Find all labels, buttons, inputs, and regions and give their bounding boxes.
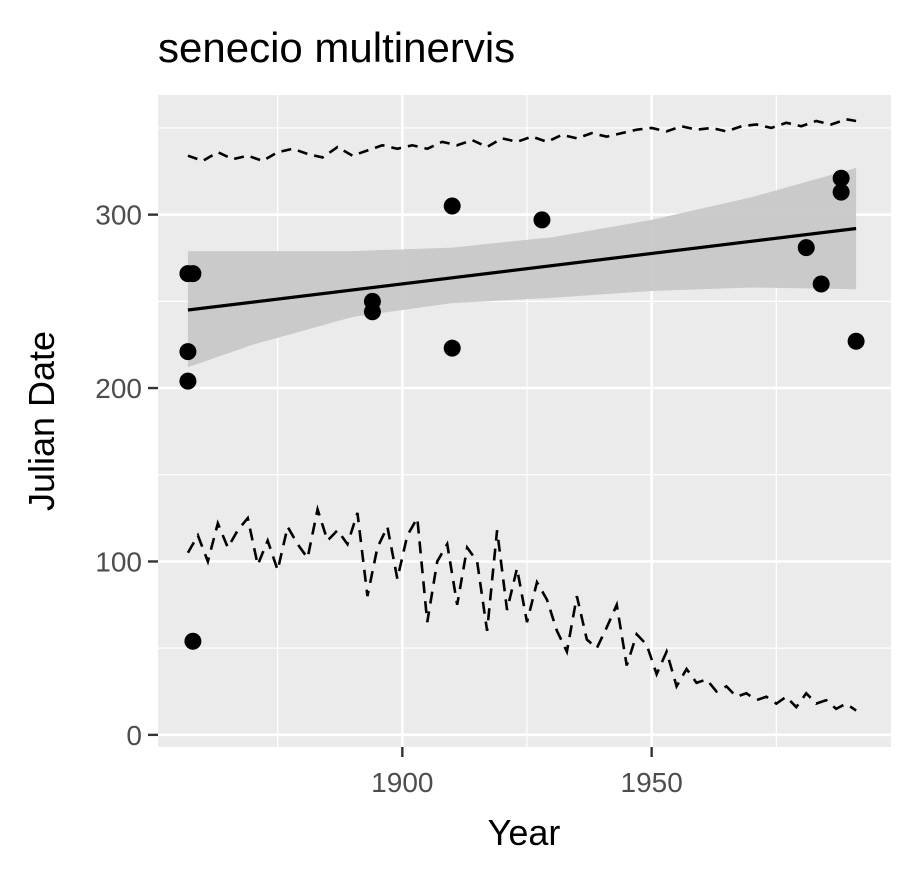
y-tick-label: 100 bbox=[95, 546, 142, 577]
y-axis-ticks: 0 100 200 300 bbox=[95, 200, 158, 751]
data-point bbox=[179, 372, 197, 390]
data-point bbox=[533, 211, 551, 229]
data-point bbox=[184, 265, 202, 283]
data-point bbox=[363, 303, 381, 321]
data-point bbox=[797, 239, 815, 257]
data-point bbox=[847, 332, 865, 350]
data-point bbox=[443, 339, 461, 357]
y-tick-label: 200 bbox=[95, 373, 142, 404]
x-axis-ticks: 1900 1950 bbox=[371, 747, 683, 798]
data-point bbox=[443, 197, 461, 215]
upper-dashed-line bbox=[187, 117, 857, 163]
chart-title: senecio multinervis bbox=[158, 24, 515, 71]
x-tick-label: 1950 bbox=[621, 767, 683, 798]
lower-dashed-line bbox=[186, 504, 857, 712]
confidence-band bbox=[187, 167, 857, 368]
y-tick-label: 300 bbox=[95, 200, 142, 231]
y-axis-title: Julian Date bbox=[21, 331, 62, 511]
x-tick-label: 1900 bbox=[371, 767, 433, 798]
data-point bbox=[832, 169, 850, 187]
trend-line bbox=[187, 226, 857, 312]
x-axis-title: Year bbox=[488, 812, 561, 853]
data-point bbox=[832, 183, 850, 201]
data-point bbox=[179, 343, 197, 361]
data-points bbox=[179, 169, 865, 650]
data-point bbox=[184, 632, 202, 650]
y-tick-label: 0 bbox=[126, 720, 142, 751]
data-point bbox=[812, 275, 830, 293]
